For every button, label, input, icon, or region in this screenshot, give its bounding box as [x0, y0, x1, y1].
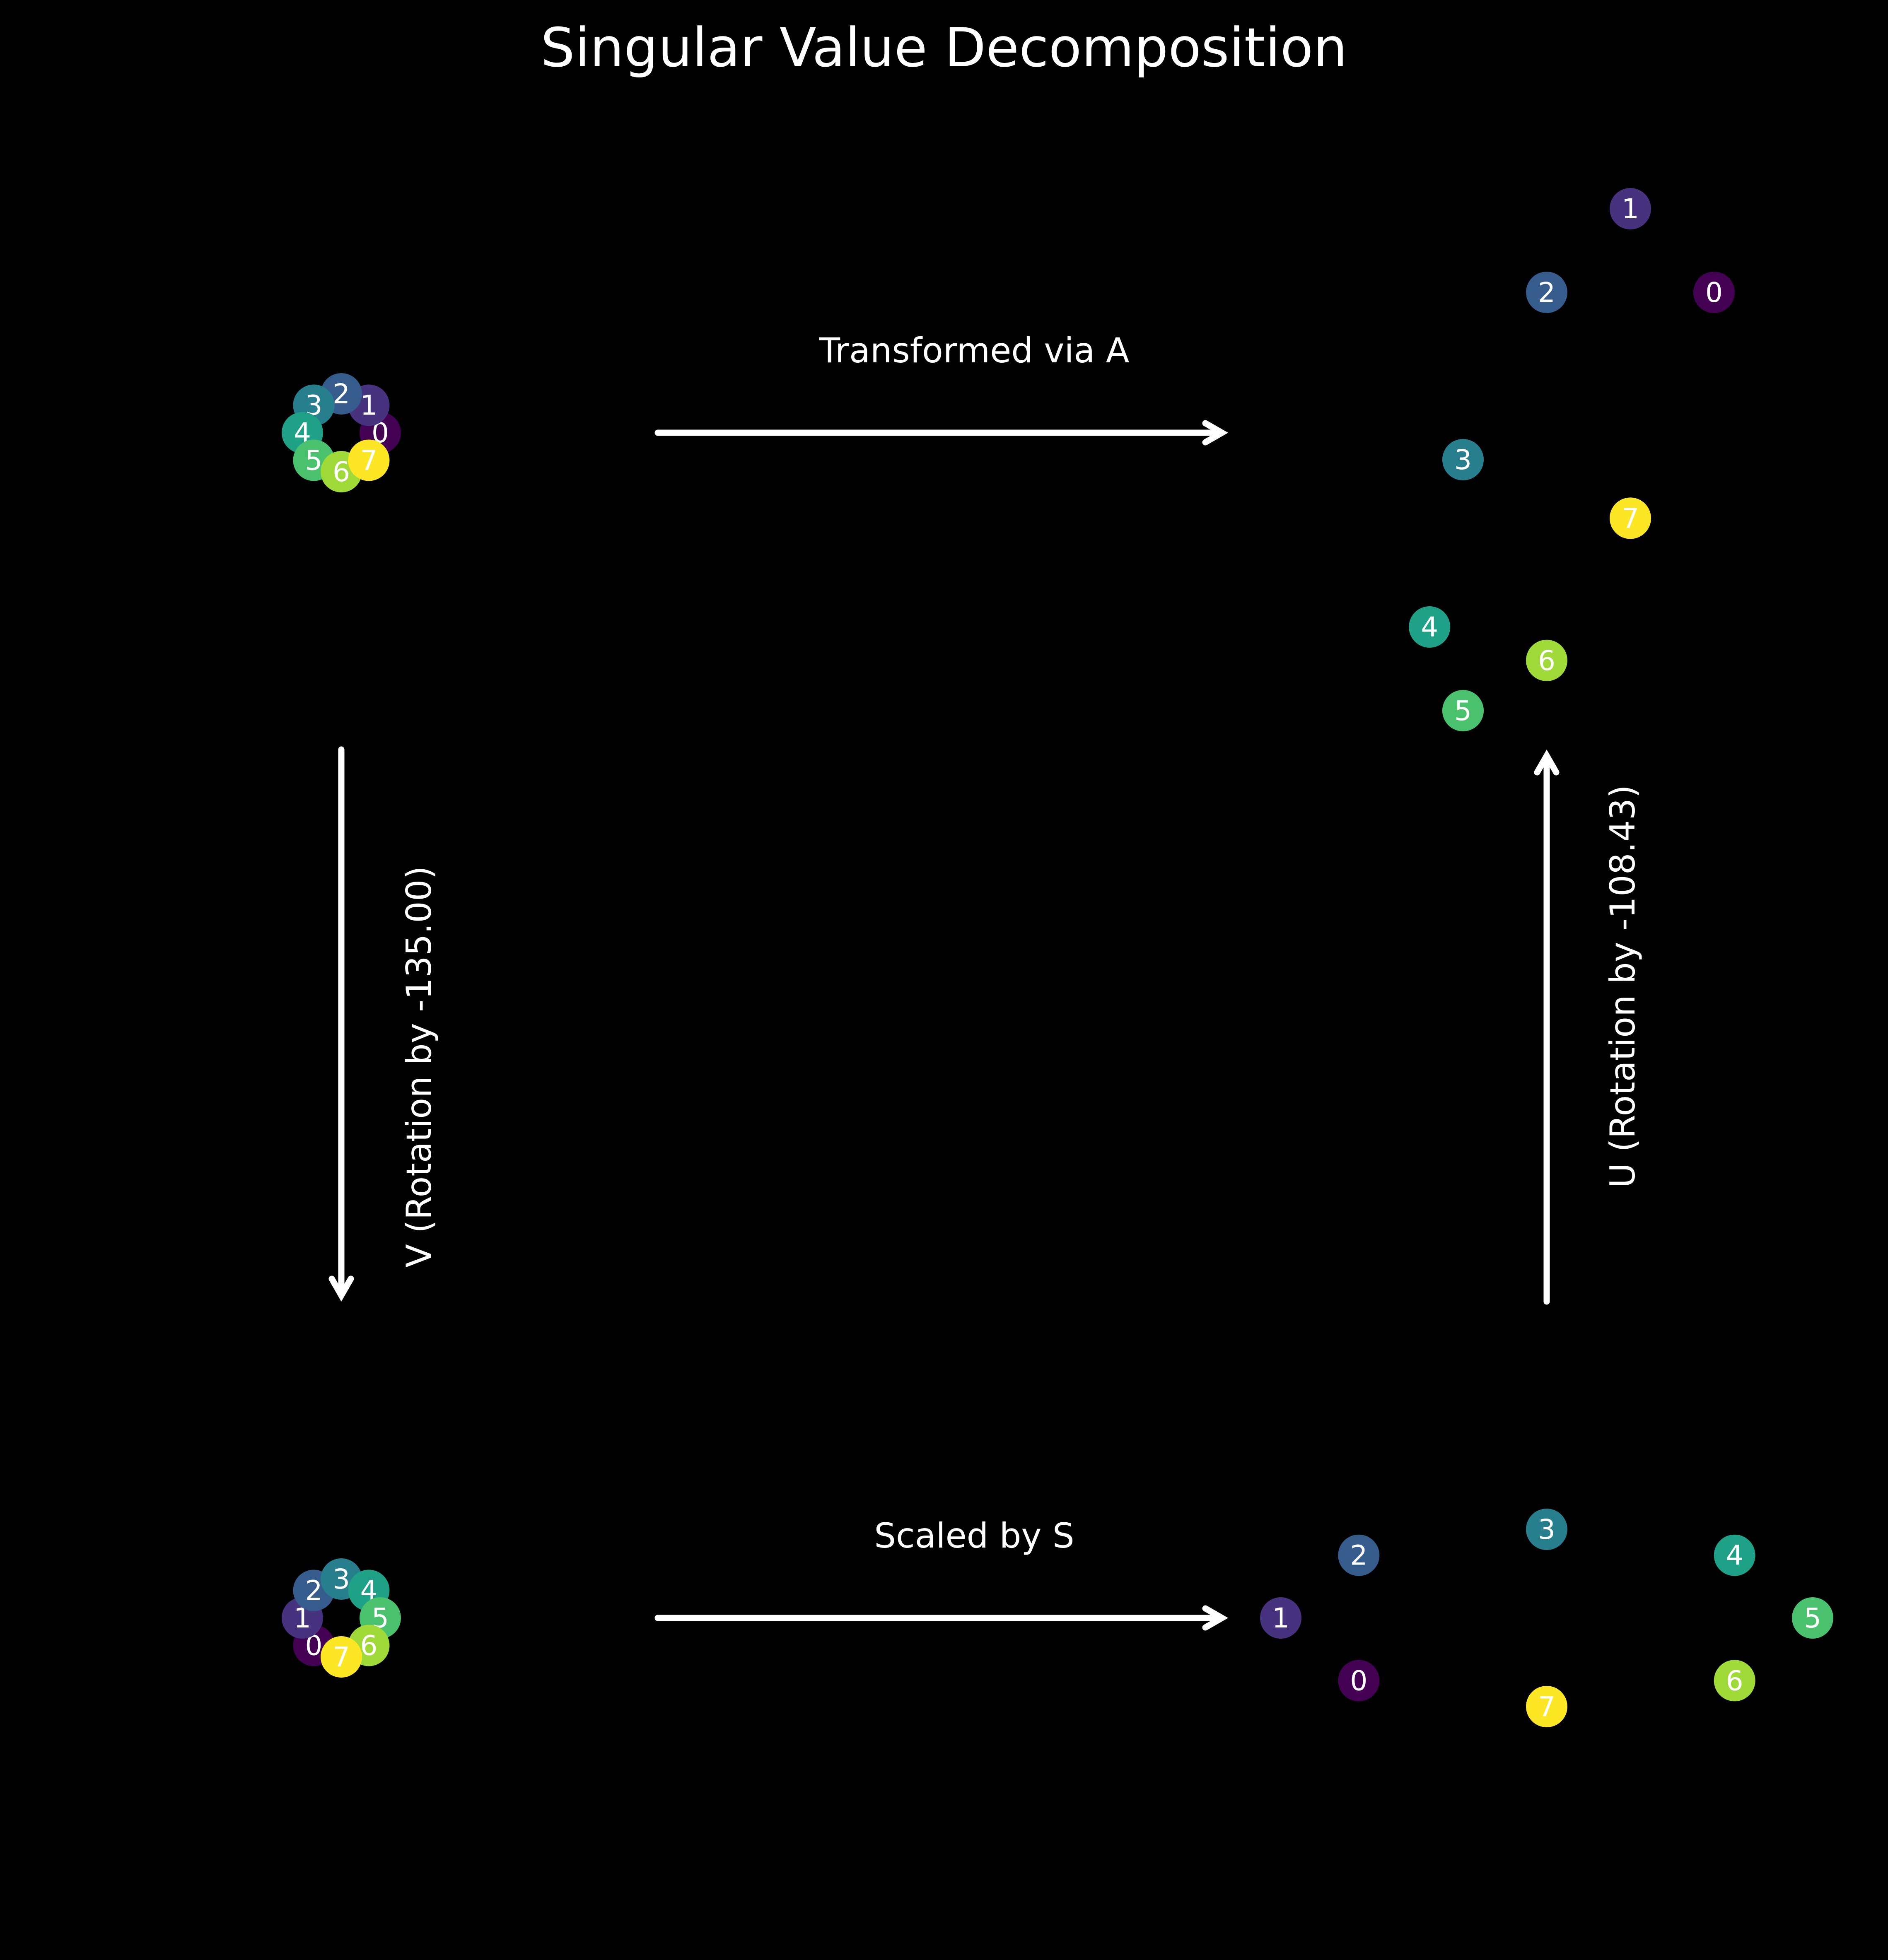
- point-label: 1: [1622, 193, 1639, 225]
- label-transformed-via-a: Transformed via A: [818, 330, 1129, 371]
- point-marker: [1442, 690, 1484, 731]
- point-marker: [348, 439, 390, 481]
- point-label: 1: [1272, 1602, 1289, 1634]
- point-marker: [1409, 606, 1451, 648]
- point-marker: [1526, 1686, 1567, 1727]
- point-marker: [1714, 1660, 1755, 1702]
- point-marker: [1526, 272, 1567, 313]
- point-label: 3: [1454, 444, 1472, 476]
- arrow-transformed-via-a: [654, 420, 1229, 446]
- point-marker: [1792, 1597, 1833, 1639]
- point-label: 6: [333, 456, 350, 488]
- arrow-u-rotation: [1534, 749, 1560, 1305]
- point-marker: [1714, 1534, 1755, 1576]
- point-label: 2: [305, 1575, 323, 1607]
- point-label: 6: [1538, 645, 1555, 677]
- point-label: 1: [360, 390, 377, 422]
- point-label: 6: [1726, 1665, 1743, 1697]
- panel-after-s-points: 0 1 2 3 4 5 6 7: [1260, 1509, 1833, 1727]
- point-label: 3: [1538, 1514, 1555, 1545]
- point-label: 7: [360, 444, 377, 476]
- point-marker: [1260, 1597, 1301, 1639]
- label-v-rotation: V (Rotation by -135.00): [399, 866, 439, 1268]
- point-marker: [1526, 1509, 1567, 1550]
- diagram-title: Singular Value Decomposition: [541, 16, 1347, 79]
- point-marker: [1610, 497, 1651, 539]
- point-marker: [1693, 272, 1735, 313]
- point-label: 2: [1350, 1540, 1367, 1572]
- point-label: 0: [1350, 1665, 1367, 1697]
- point-marker: [321, 1636, 362, 1678]
- panel-after-a-points: 0 1 2 3 4 5 6 7: [1409, 188, 1735, 731]
- point-marker: [1526, 639, 1567, 681]
- point-label: 3: [333, 1563, 350, 1595]
- label-scaled-by-s: Scaled by S: [874, 1516, 1074, 1556]
- point-label: 4: [1421, 611, 1438, 643]
- point-label: 5: [1804, 1602, 1821, 1634]
- point-marker: [1442, 439, 1484, 480]
- point-marker: [1338, 1534, 1380, 1576]
- point-label: 0: [1705, 277, 1723, 309]
- point-label: 5: [305, 444, 323, 476]
- point-label: 4: [1726, 1540, 1743, 1572]
- point-label: 5: [1454, 695, 1472, 727]
- point-label: 2: [333, 378, 350, 410]
- point-label: 7: [333, 1641, 350, 1673]
- point-label: 2: [1538, 277, 1555, 309]
- point-marker: [1610, 188, 1651, 229]
- point-label: 7: [1622, 502, 1639, 534]
- point-label: 6: [360, 1630, 377, 1661]
- label-u-rotation: U (Rotation by -108.43): [1603, 785, 1643, 1188]
- arrow-v-rotation: [328, 746, 354, 1302]
- arrow-scaled-by-s: [654, 1605, 1229, 1631]
- point-label: 7: [1538, 1691, 1555, 1723]
- point-marker: [1338, 1660, 1380, 1702]
